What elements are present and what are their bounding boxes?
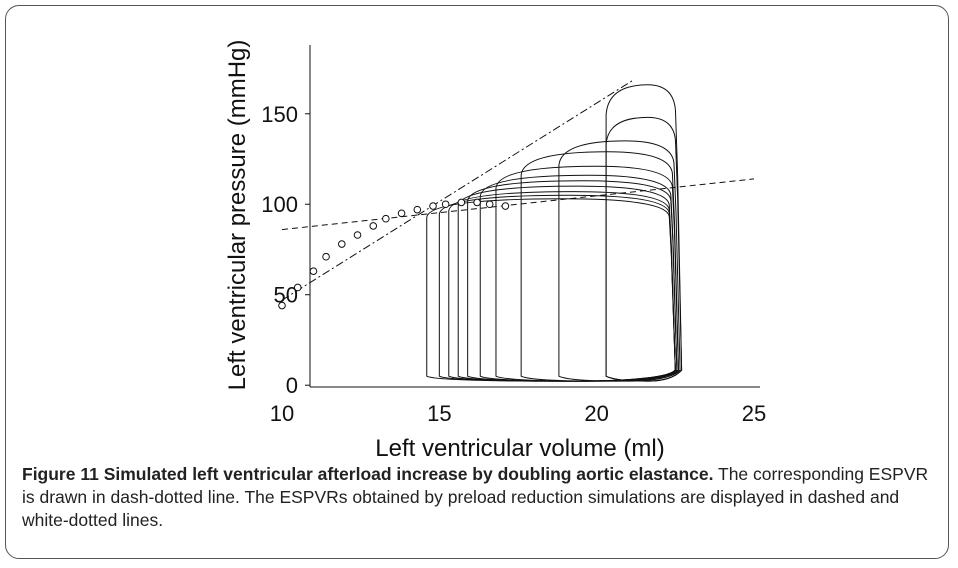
- pv-loop: [495, 165, 679, 382]
- pv-loop: [457, 185, 676, 382]
- x-tick-label: 25: [742, 401, 766, 426]
- x-axis-label: Left ventricular volume (ml): [375, 435, 664, 462]
- pv-loop: [558, 140, 681, 382]
- espvr-point: [369, 222, 378, 230]
- x-tick-label: 20: [584, 401, 608, 426]
- y-axis-label: Left ventricular pressure (mmHg): [224, 40, 251, 391]
- pv-loop: [479, 174, 678, 382]
- y-tick-label: 50: [274, 283, 298, 308]
- espvr-point: [473, 198, 481, 207]
- caption: Figure 11 Simulated left ventricular aft…: [22, 463, 937, 532]
- espvr-point: [413, 205, 422, 214]
- espvr-line: [281, 78, 635, 301]
- espvr-line: [281, 178, 755, 231]
- x-tick-label: 10: [270, 401, 294, 426]
- y-tick-label: 100: [261, 192, 298, 217]
- y-tick-label: 150: [261, 102, 298, 127]
- espvr-point: [397, 209, 406, 218]
- espvr-point: [309, 267, 318, 275]
- pv-loop: [605, 84, 683, 382]
- caption-bold: Figure 11 Simulated left ventricular aft…: [22, 464, 714, 484]
- espvr-point: [485, 200, 494, 209]
- espvr-point: [293, 283, 302, 292]
- figure-frame: [5, 5, 949, 559]
- y-tick-label: 0: [286, 373, 298, 398]
- pv-loop: [520, 151, 679, 382]
- espvr-point: [382, 214, 390, 223]
- espvr-point: [441, 200, 450, 209]
- espvr-point: [322, 252, 330, 261]
- espvr-point: [501, 202, 510, 210]
- espvr-point: [429, 202, 437, 210]
- pv-loop: [448, 191, 676, 382]
- x-tick-label: 15: [427, 401, 451, 426]
- espvr-point: [278, 301, 286, 310]
- pv-loop: [426, 198, 676, 382]
- caption-text: The corresponding ESPVR is drawn in dash…: [22, 464, 929, 530]
- pv-loop: [605, 116, 683, 382]
- espvr-point: [457, 198, 466, 207]
- pv-loop: [467, 180, 678, 382]
- pv-loop: [438, 194, 676, 382]
- espvr-point: [337, 240, 346, 248]
- espvr-point: [353, 231, 362, 239]
